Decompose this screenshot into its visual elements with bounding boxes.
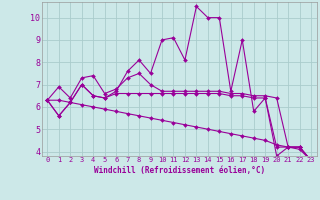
X-axis label: Windchill (Refroidissement éolien,°C): Windchill (Refroidissement éolien,°C): [94, 166, 265, 175]
